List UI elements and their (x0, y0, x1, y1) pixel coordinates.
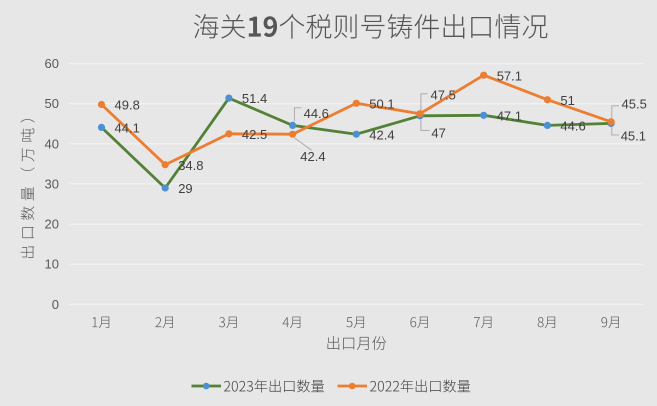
svg-text:29: 29 (178, 181, 192, 196)
svg-text:45.5: 45.5 (622, 97, 647, 112)
svg-text:42.5: 42.5 (242, 127, 267, 142)
svg-text:44.6: 44.6 (304, 106, 329, 121)
svg-text:47: 47 (431, 125, 445, 140)
svg-text:44.1: 44.1 (115, 121, 140, 136)
svg-text:10: 10 (45, 257, 59, 272)
svg-text:50.1: 50.1 (369, 96, 394, 111)
svg-text:30: 30 (45, 176, 59, 191)
svg-text:34.8: 34.8 (178, 158, 203, 173)
svg-text:50: 50 (45, 96, 59, 111)
svg-text:51.4: 51.4 (242, 91, 267, 106)
svg-text:47.5: 47.5 (431, 88, 456, 103)
svg-text:40: 40 (45, 136, 59, 151)
svg-text:49.8: 49.8 (115, 98, 140, 113)
svg-text:57.1: 57.1 (497, 68, 522, 83)
svg-text:42.4: 42.4 (369, 127, 394, 142)
svg-text:45.1: 45.1 (621, 128, 646, 143)
svg-text:47.1: 47.1 (497, 108, 522, 123)
svg-text:51: 51 (560, 93, 574, 108)
svg-text:42.4: 42.4 (300, 149, 325, 164)
svg-text:44.6: 44.6 (560, 119, 585, 134)
svg-text:20: 20 (45, 217, 59, 232)
svg-text:60: 60 (45, 56, 59, 71)
svg-text:0: 0 (52, 297, 59, 312)
